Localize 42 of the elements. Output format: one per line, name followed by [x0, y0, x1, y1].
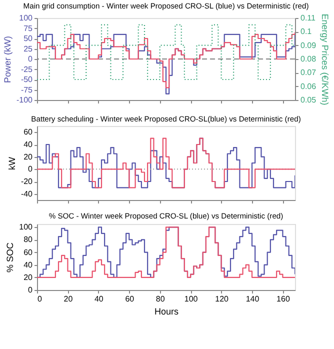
y-tick-label: 40 [24, 260, 34, 270]
y-tick-label: 20 [24, 272, 34, 282]
y-tick-label: -75 [20, 85, 34, 94]
y-tick-label: 20 [24, 152, 34, 162]
y-axis-title: kW [6, 156, 17, 170]
y-tick-label: 60 [24, 128, 34, 137]
y2-tick-label: 0.09 [300, 40, 317, 50]
y-tick-label: 100 [19, 14, 34, 22]
x-tick-label: 160 [276, 294, 290, 304]
x-tick-label: 20 [64, 294, 74, 304]
y-tick-label: 0 [28, 54, 34, 64]
y2-tick-label: 0.06 [300, 82, 317, 91]
y2-tick-label: 0.11 [300, 14, 316, 22]
y-tick-label: 25 [24, 44, 34, 54]
y-tick-label: 50 [24, 34, 34, 43]
y-tick-label: 100 [19, 222, 34, 232]
y-tick-label: 80 [24, 235, 34, 244]
x-axis-title: Hours [154, 306, 179, 316]
y-tick-label: -100 [16, 96, 34, 104]
y2-tick-label: 0.07 [300, 68, 317, 78]
y-axis-title: % SOC [5, 242, 16, 273]
y-tick-label: 60 [24, 248, 34, 257]
x-tick-label: 100 [184, 294, 198, 304]
x-tick-label: 60 [125, 294, 135, 304]
y2-tick-label: 0.1 [300, 27, 312, 36]
y-tick-label: 40 [24, 140, 34, 149]
x-tick-label: 140 [246, 294, 260, 304]
y-tick-label: 0 [28, 164, 34, 174]
x-tick-label: 40 [94, 294, 104, 304]
y2-tick-label: 0.08 [300, 54, 317, 64]
y-tick-label: -50 [20, 75, 34, 84]
y-tick-label: -25 [20, 64, 34, 74]
x-tick-label: 80 [156, 294, 166, 304]
y-axis-title: Power (kW) [2, 36, 12, 83]
y-tick-label: 0 [28, 286, 34, 294]
x-tick-label: 0 [38, 294, 42, 304]
y2-axis-title: Energy Prices (€/KWh) [320, 14, 330, 106]
y-tick-label: -40 [20, 189, 34, 198]
x-tick-label: 120 [215, 294, 230, 304]
y-tick-label: -20 [20, 177, 34, 186]
y2-tick-label: 0.05 [300, 96, 317, 104]
y-tick-label: 75 [24, 24, 34, 33]
